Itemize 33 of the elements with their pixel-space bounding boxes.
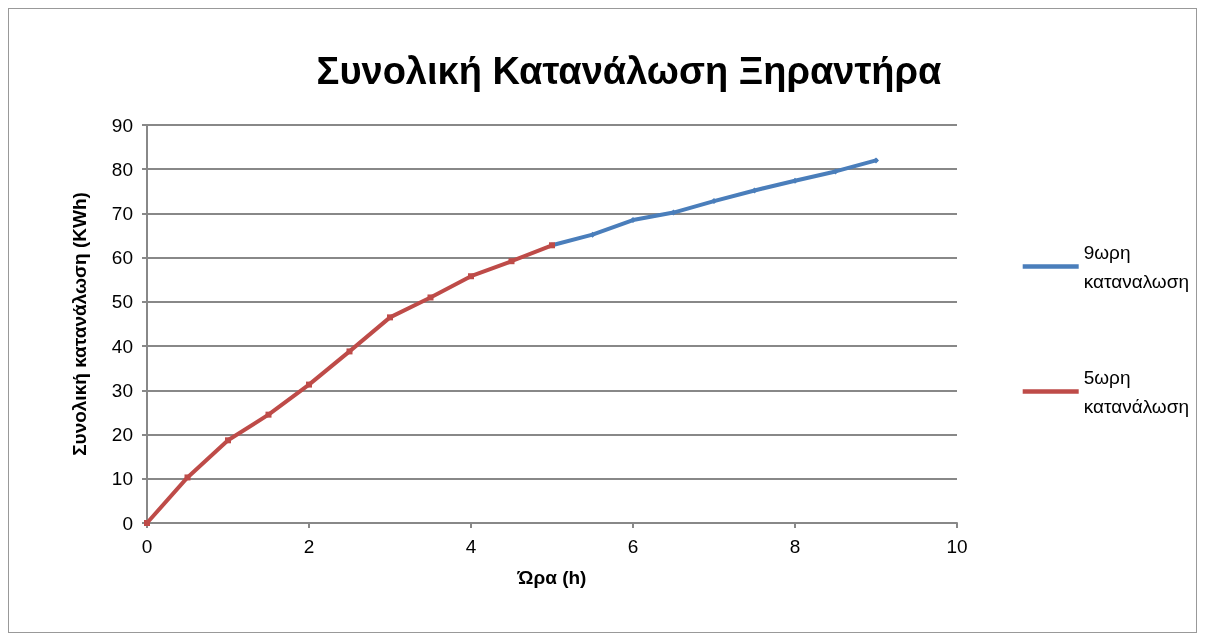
- y-tick-label: 80: [111, 158, 133, 180]
- y-tick-label: 40: [111, 335, 133, 357]
- point: [306, 381, 312, 388]
- y-tick-label: 60: [111, 247, 133, 269]
- x-tick-label: 2: [303, 536, 315, 557]
- x-tick-label: 4: [465, 536, 477, 557]
- point: [427, 294, 434, 301]
- y-tick-label: 30: [111, 379, 133, 401]
- x-tick-label: 8: [789, 536, 801, 557]
- point: [873, 157, 879, 164]
- y-tick-label: 20: [111, 424, 133, 446]
- point: [184, 474, 191, 481]
- y-axis-title: Συνολική κατανάλωση (KWh): [69, 192, 90, 456]
- y-tick-label: 90: [111, 114, 133, 136]
- x-tick-label: 10: [946, 536, 968, 557]
- x-tick-label: 0: [141, 536, 153, 557]
- legend-label: 5ωρη κατανάλωση: [1083, 366, 1190, 417]
- x-tick-label: 6: [627, 536, 639, 557]
- point: [225, 437, 231, 444]
- point: [265, 411, 272, 418]
- y-tick-label: 10: [111, 468, 133, 490]
- point: [630, 217, 636, 224]
- point: [508, 258, 515, 265]
- point: [468, 273, 474, 280]
- y-tick-label: 0: [122, 512, 133, 534]
- chart-title: Συνολική Κατανάλωση Ξηραντήρα: [316, 50, 942, 92]
- point: [346, 348, 353, 355]
- legend-label: 9ωρη καταναλωση: [1083, 241, 1190, 292]
- point: [711, 198, 717, 205]
- y-tick-label: 70: [111, 202, 133, 224]
- x-axis-title: Ώρα (h): [516, 567, 587, 588]
- y-tick-label: 50: [111, 291, 133, 313]
- point: [387, 314, 393, 321]
